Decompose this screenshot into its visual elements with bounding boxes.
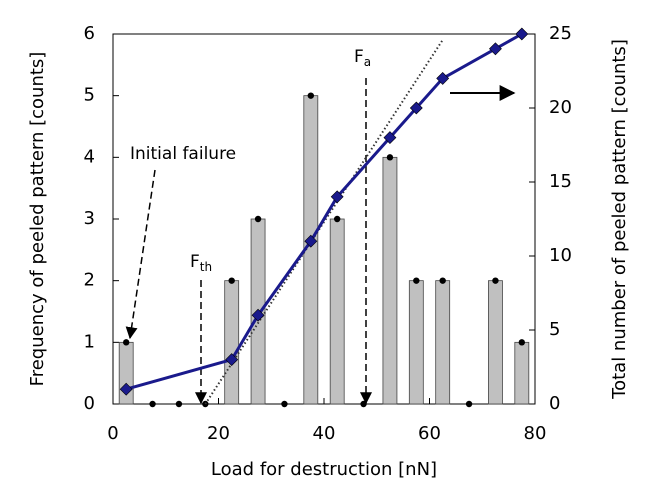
annotation: Fa xyxy=(354,47,371,69)
y2-tick-label: 20 xyxy=(549,97,572,118)
annotation-sub: a xyxy=(364,55,371,69)
annotation-text: F xyxy=(354,47,364,67)
y-tick-label: 5 xyxy=(84,85,95,106)
cumulative-marker xyxy=(409,101,423,115)
fit-line xyxy=(204,39,444,405)
bar-top-dot xyxy=(228,277,235,284)
cumulative-marker xyxy=(330,190,344,204)
bar-top-dot xyxy=(386,154,394,161)
bar-top-dot xyxy=(439,277,446,284)
bar-top-dot xyxy=(492,277,499,284)
bar-top-dot xyxy=(254,215,262,223)
y2-tick-label: 0 xyxy=(549,393,560,414)
cumulative-marker xyxy=(119,382,133,396)
y2-tick-label: 15 xyxy=(549,171,572,192)
y-tick-label: 3 xyxy=(84,208,95,229)
bar xyxy=(224,280,240,405)
x-tick-label: 60 xyxy=(418,423,441,444)
annotation-sub: th xyxy=(200,260,212,274)
y-tick-label: 0 xyxy=(84,393,95,414)
cumulative-line xyxy=(125,32,523,391)
x-tick-label: 0 xyxy=(107,423,118,444)
y-tick-label: 6 xyxy=(84,23,95,44)
cumulative-marker xyxy=(225,353,239,367)
y2-tick-label: 25 xyxy=(549,23,572,44)
cumulative-marker xyxy=(251,308,265,322)
bar-top-dot xyxy=(465,400,473,408)
bar-top-dot xyxy=(518,339,526,346)
bar-top-dot xyxy=(307,92,315,99)
bar-top-dot xyxy=(281,400,288,408)
bar-top-dot xyxy=(149,400,156,408)
y-tick-label: 2 xyxy=(84,270,95,291)
x-tick-label: 20 xyxy=(207,423,230,444)
bar xyxy=(514,341,530,405)
annotation: Fth xyxy=(190,252,212,274)
annotation: Initial failure xyxy=(130,144,236,164)
cumulative-marker xyxy=(383,131,397,145)
bar-top-dot xyxy=(360,400,367,408)
y-axis-label: Frequency of peeled pattern [counts] xyxy=(27,52,48,387)
bar xyxy=(329,218,345,405)
bar xyxy=(408,280,424,405)
y2-axis-label: Total number of peeled pattern [counts] xyxy=(609,39,630,400)
cumulative-marker xyxy=(304,234,318,248)
bar xyxy=(488,280,503,405)
x-tick-label: 40 xyxy=(313,423,336,444)
bar xyxy=(382,156,398,405)
bar-top-dot xyxy=(333,215,341,223)
bar-top-dot xyxy=(122,339,130,346)
cumulative-marker xyxy=(489,42,502,56)
y-tick-label: 1 xyxy=(84,331,95,352)
x-tick-label: 80 xyxy=(524,423,547,444)
cumulative-marker xyxy=(515,27,529,41)
bar-top-dot xyxy=(413,277,420,284)
bar xyxy=(435,280,451,405)
y-tick-label: 4 xyxy=(84,146,95,167)
annotation-arrow xyxy=(125,169,156,340)
annotation-text: F xyxy=(190,252,200,272)
y2-tick-label: 5 xyxy=(549,319,560,340)
cumulative-marker xyxy=(436,71,450,85)
bar-top-dot xyxy=(175,400,183,408)
y2-tick-label: 10 xyxy=(549,245,572,266)
x-axis-label: Load for destruction [nN] xyxy=(211,459,437,480)
